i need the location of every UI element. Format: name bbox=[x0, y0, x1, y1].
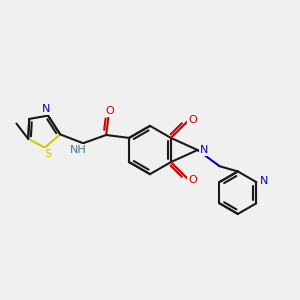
Text: S: S bbox=[44, 149, 51, 159]
Text: N: N bbox=[41, 104, 50, 114]
Text: O: O bbox=[188, 175, 197, 185]
Text: N: N bbox=[260, 176, 268, 186]
Text: O: O bbox=[106, 106, 114, 116]
Text: NH: NH bbox=[70, 145, 86, 155]
Text: N: N bbox=[200, 145, 208, 155]
Text: O: O bbox=[188, 115, 197, 125]
